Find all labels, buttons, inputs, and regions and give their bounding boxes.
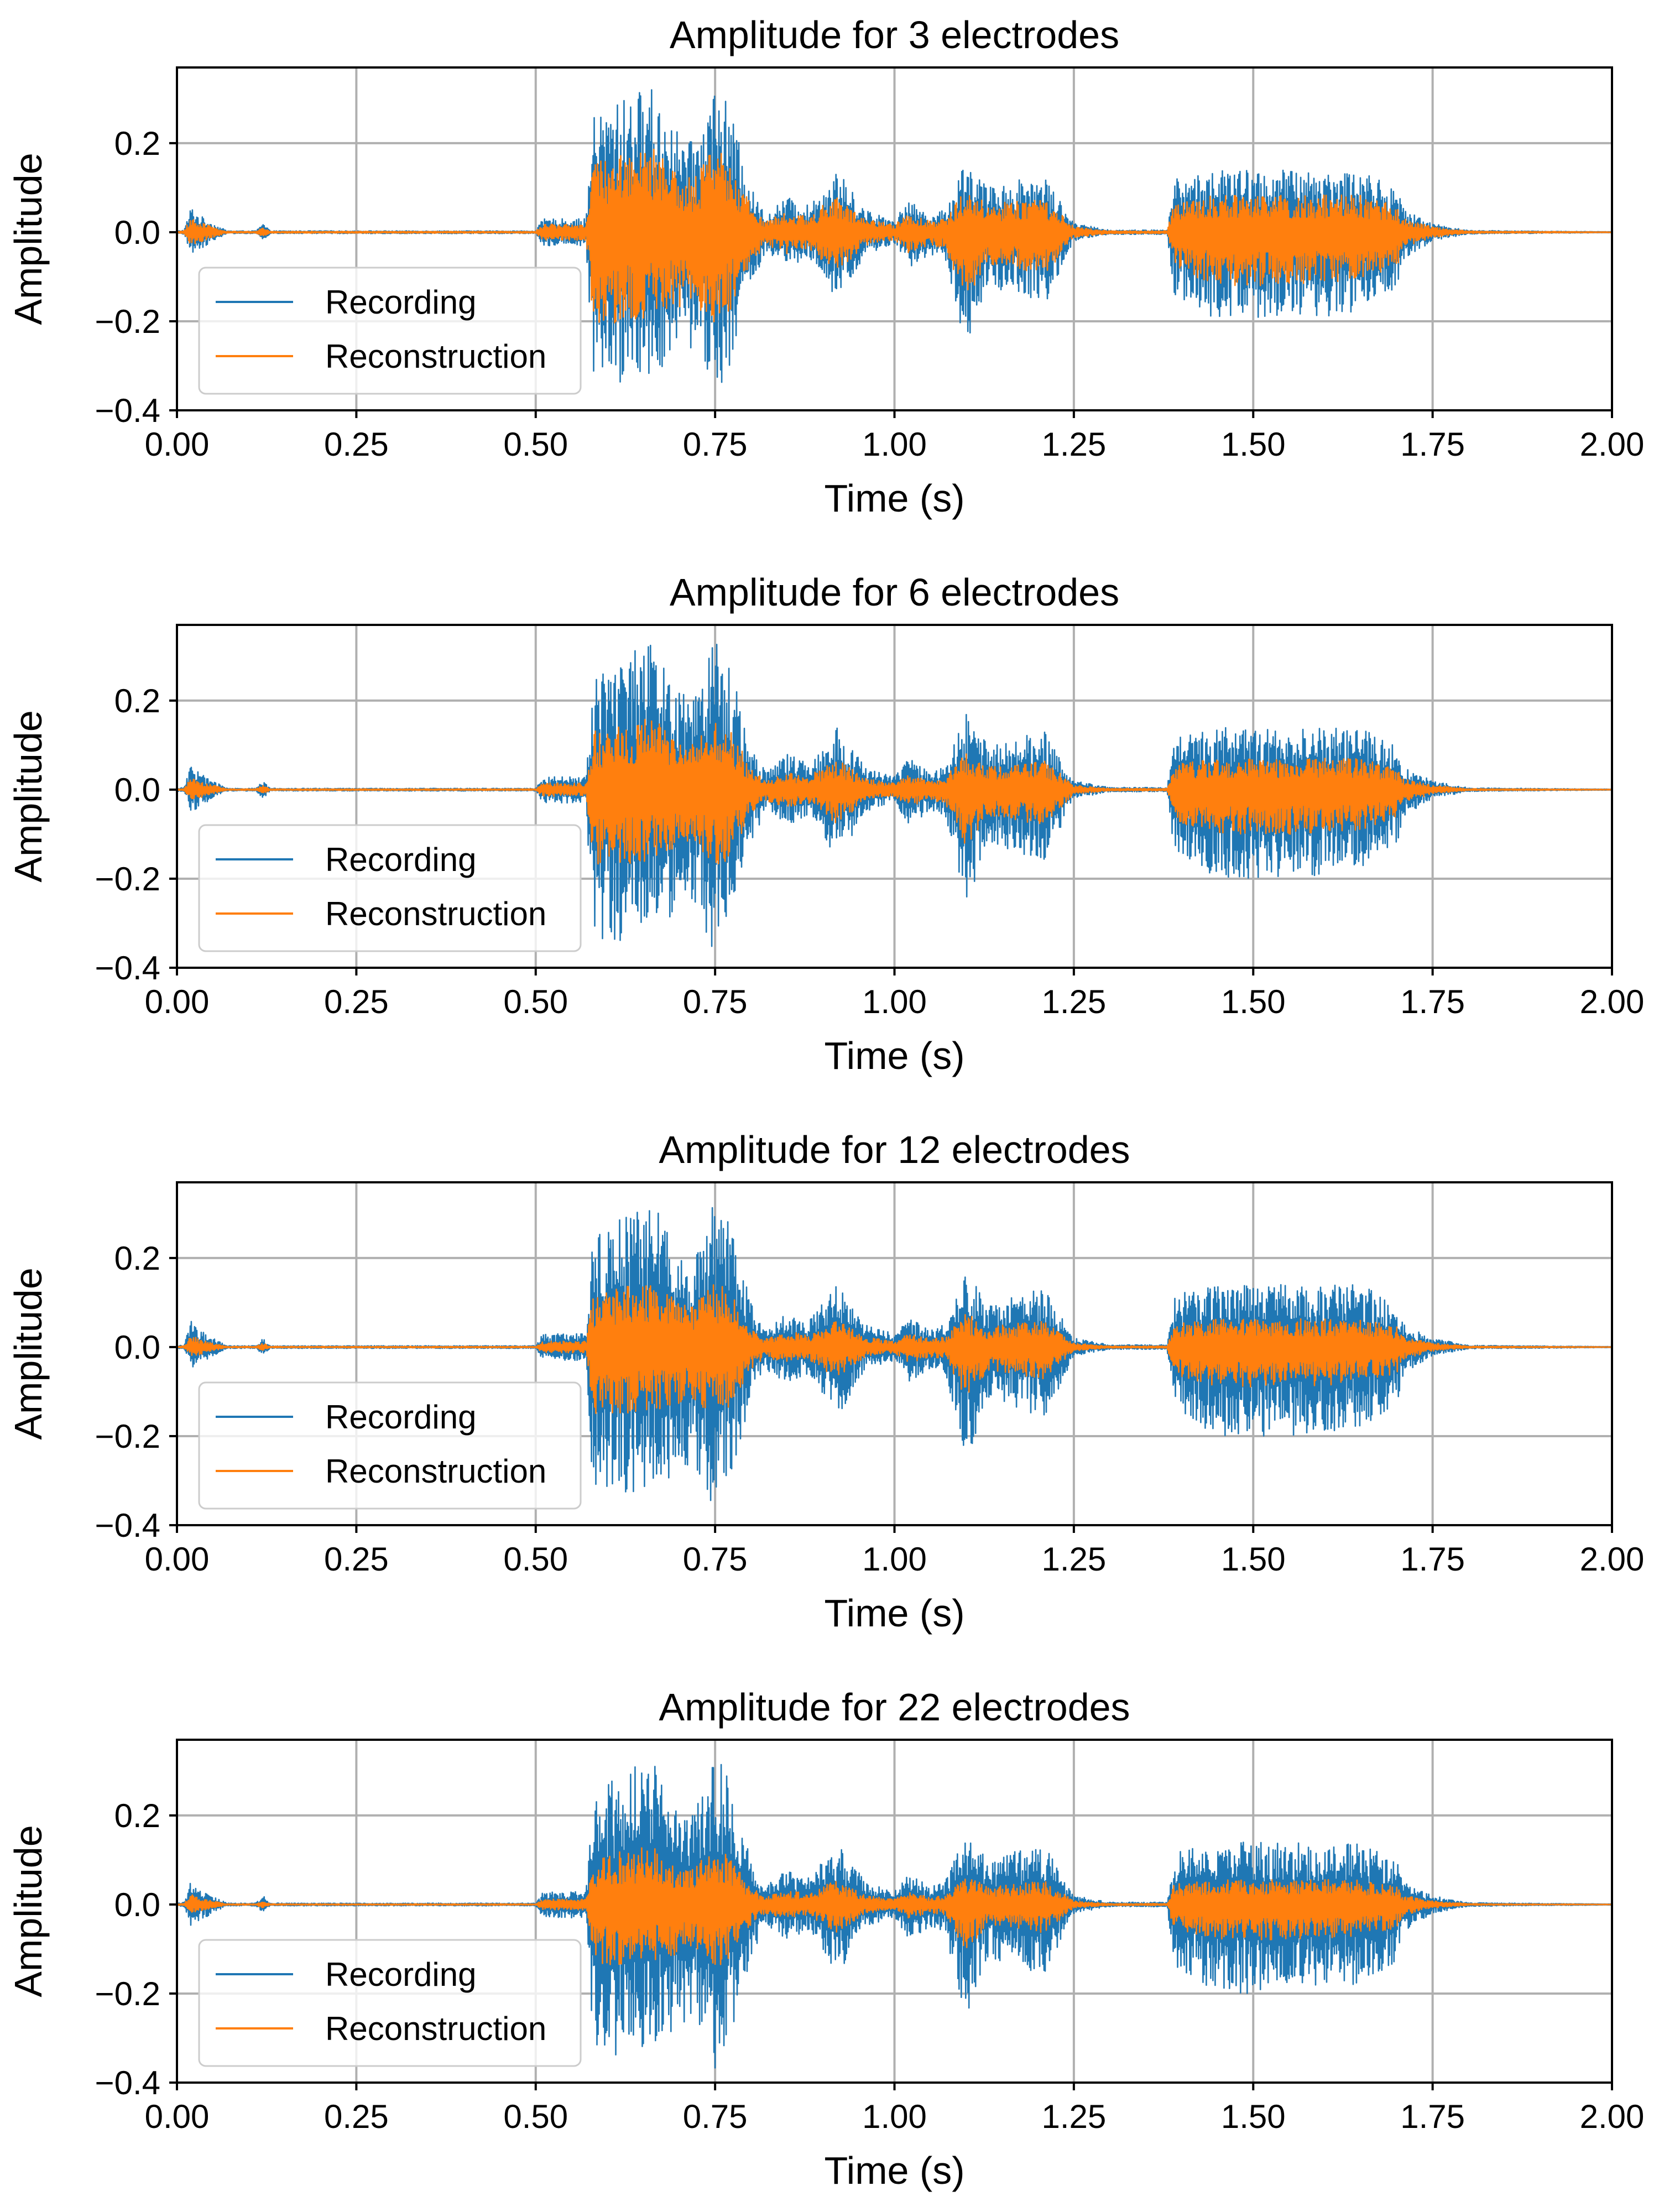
y-axis-label: Amplitude bbox=[7, 1825, 50, 1997]
x-tick-label: 1.75 bbox=[1400, 1541, 1465, 1578]
x-tick-label: 0.75 bbox=[683, 2098, 748, 2135]
y-tick-label: −0.4 bbox=[95, 2064, 160, 2101]
x-axis-label: Time (s) bbox=[824, 2149, 964, 2192]
series-reconstruction-line bbox=[177, 718, 1612, 865]
chart-panel-1: Amplitude for 3 electrodes 0.00 0.25 0.50 0.… bbox=[7, 13, 1644, 520]
x-tick-label: 1.50 bbox=[1221, 983, 1286, 1020]
chart-panel-4: Amplitude for 22 electrodes 0.00 0.25 0.50 0… bbox=[7, 1686, 1644, 2192]
x-tick-label: 1.75 bbox=[1400, 2098, 1465, 2135]
x-tick-label: 2.00 bbox=[1580, 1541, 1645, 1578]
y-tick-label: 0.2 bbox=[114, 1797, 160, 1834]
y-tick-label: 0.0 bbox=[114, 214, 160, 251]
x-axis-label: Time (s) bbox=[824, 1034, 964, 1077]
x-tick-label: 1.00 bbox=[862, 426, 927, 463]
series-reconstruction-line bbox=[177, 1284, 1612, 1414]
legend: Recording Reconstruction bbox=[198, 824, 582, 952]
x-tick-label: 0.00 bbox=[145, 2098, 210, 2135]
x-tick-label: 0.50 bbox=[503, 1541, 568, 1578]
y-axis-label: Amplitude bbox=[7, 153, 50, 325]
x-tick-label: 0.50 bbox=[503, 2098, 568, 2135]
x-tick-label: 0.25 bbox=[324, 983, 389, 1020]
chart-title: Amplitude for 12 electrodes bbox=[659, 1128, 1130, 1171]
chart-title: Amplitude for 6 electrodes bbox=[670, 571, 1119, 614]
x-tick-label: 0.25 bbox=[324, 1541, 389, 1578]
x-tick-label: 0.75 bbox=[683, 426, 748, 463]
legend-label-reconstruction: Reconstruction bbox=[325, 2010, 546, 2047]
y-tick-label: −0.2 bbox=[95, 1418, 160, 1455]
x-tick-label: 0.00 bbox=[145, 983, 210, 1020]
x-tick-label: 1.00 bbox=[862, 1541, 927, 1578]
y-tick-label: 0.0 bbox=[114, 771, 160, 808]
y-tick-label: −0.2 bbox=[95, 303, 160, 340]
legend-box bbox=[198, 1939, 582, 2067]
x-tick-label: 1.25 bbox=[1041, 426, 1106, 463]
x-tick-label: 2.00 bbox=[1580, 2098, 1645, 2135]
legend-box bbox=[198, 1381, 582, 1510]
x-tick-label: 2.00 bbox=[1580, 983, 1645, 1020]
y-axis-label: Amplitude bbox=[7, 1267, 50, 1439]
x-tick-label: 0.75 bbox=[683, 1541, 748, 1578]
x-tick-label: 1.00 bbox=[862, 983, 927, 1020]
x-tick-label: 0.50 bbox=[503, 426, 568, 463]
x-axis-label: Time (s) bbox=[824, 1592, 964, 1635]
y-tick-label: −0.2 bbox=[95, 1975, 160, 2012]
chart-title: Amplitude for 3 electrodes bbox=[670, 13, 1119, 56]
x-tick-label: 0.50 bbox=[503, 983, 568, 1020]
x-tick-label: 1.50 bbox=[1221, 2098, 1286, 2135]
legend-box bbox=[198, 267, 582, 395]
y-tick-label: −0.4 bbox=[95, 1507, 160, 1544]
legend: Recording Reconstruction bbox=[198, 1939, 582, 2067]
chart-panel-2: Amplitude for 6 electrodes 0.00 0.25 0.50 0.… bbox=[7, 571, 1644, 1077]
legend: Recording Reconstruction bbox=[198, 267, 582, 395]
x-tick-label: 0.00 bbox=[145, 1541, 210, 1578]
y-tick-label: 0.0 bbox=[114, 1329, 160, 1366]
x-tick-label: 1.75 bbox=[1400, 426, 1465, 463]
x-tick-label: 1.00 bbox=[862, 2098, 927, 2135]
legend-label-reconstruction: Reconstruction bbox=[325, 1453, 546, 1490]
legend-label-recording: Recording bbox=[325, 284, 477, 321]
y-tick-label: 0.2 bbox=[114, 682, 160, 719]
x-tick-label: 0.25 bbox=[324, 2098, 389, 2135]
x-tick-label: 2.00 bbox=[1580, 426, 1645, 463]
x-tick-label: 1.25 bbox=[1041, 2098, 1106, 2135]
x-tick-label: 1.25 bbox=[1041, 983, 1106, 1020]
series-reconstruction-line bbox=[177, 1847, 1612, 1965]
legend: Recording Reconstruction bbox=[198, 1381, 582, 1510]
y-tick-label: 0.2 bbox=[114, 125, 160, 162]
x-axis-label: Time (s) bbox=[824, 477, 964, 520]
x-tick-label: 0.75 bbox=[683, 983, 748, 1020]
y-tick-label: 0.0 bbox=[114, 1886, 160, 1923]
y-tick-label: −0.2 bbox=[95, 860, 160, 898]
y-tick-label: −0.4 bbox=[95, 950, 160, 987]
x-tick-label: 0.00 bbox=[145, 426, 210, 463]
x-tick-label: 1.25 bbox=[1041, 1541, 1106, 1578]
y-tick-label: 0.2 bbox=[114, 1240, 160, 1277]
y-tick-label: −0.4 bbox=[95, 392, 160, 429]
x-tick-label: 1.75 bbox=[1400, 983, 1465, 1020]
x-tick-label: 0.25 bbox=[324, 426, 389, 463]
legend-label-recording: Recording bbox=[325, 1956, 477, 1993]
series-reconstruction-line bbox=[177, 148, 1612, 324]
legend-label-recording: Recording bbox=[325, 1399, 477, 1436]
legend-box bbox=[198, 824, 582, 952]
legend-label-reconstruction: Reconstruction bbox=[325, 895, 546, 932]
x-tick-label: 1.50 bbox=[1221, 1541, 1286, 1578]
chart-title: Amplitude for 22 electrodes bbox=[659, 1686, 1130, 1729]
y-axis-label: Amplitude bbox=[7, 710, 50, 882]
x-tick-label: 1.50 bbox=[1221, 426, 1286, 463]
chart-panel-3: Amplitude for 12 electrodes 0.00 0.25 0.50 0… bbox=[7, 1128, 1644, 1635]
legend-label-reconstruction: Reconstruction bbox=[325, 338, 546, 375]
legend-label-recording: Recording bbox=[325, 841, 477, 878]
